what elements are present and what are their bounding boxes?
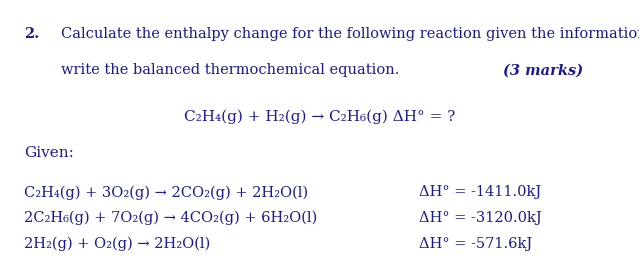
Text: 2H₂(g) + O₂(g) → 2H₂O(l): 2H₂(g) + O₂(g) → 2H₂O(l) xyxy=(24,237,210,251)
Text: ΔH° = -571.6kJ: ΔH° = -571.6kJ xyxy=(419,237,532,251)
Text: 2C₂H₆(g) + 7O₂(g) → 4CO₂(g) + 6H₂O(l): 2C₂H₆(g) + 7O₂(g) → 4CO₂(g) + 6H₂O(l) xyxy=(24,211,318,226)
Text: (3 marks): (3 marks) xyxy=(504,63,583,77)
Text: C₂H₄(g) + H₂(g) → C₂H₆(g) ΔH° = ?: C₂H₄(g) + H₂(g) → C₂H₆(g) ΔH° = ? xyxy=(184,110,455,125)
Text: ΔH° = -1411.0kJ: ΔH° = -1411.0kJ xyxy=(419,185,541,199)
Text: ΔH° = -3120.0kJ: ΔH° = -3120.0kJ xyxy=(419,211,541,225)
Text: C₂H₄(g) + 3O₂(g) → 2CO₂(g) + 2H₂O(l): C₂H₄(g) + 3O₂(g) → 2CO₂(g) + 2H₂O(l) xyxy=(24,185,309,200)
Text: Calculate the enthalpy change for the following reaction given the information s: Calculate the enthalpy change for the fo… xyxy=(61,27,639,41)
Text: 2.: 2. xyxy=(24,27,40,41)
Text: Given:: Given: xyxy=(24,146,74,160)
Text: write the balanced thermochemical equation.: write the balanced thermochemical equati… xyxy=(61,63,404,77)
